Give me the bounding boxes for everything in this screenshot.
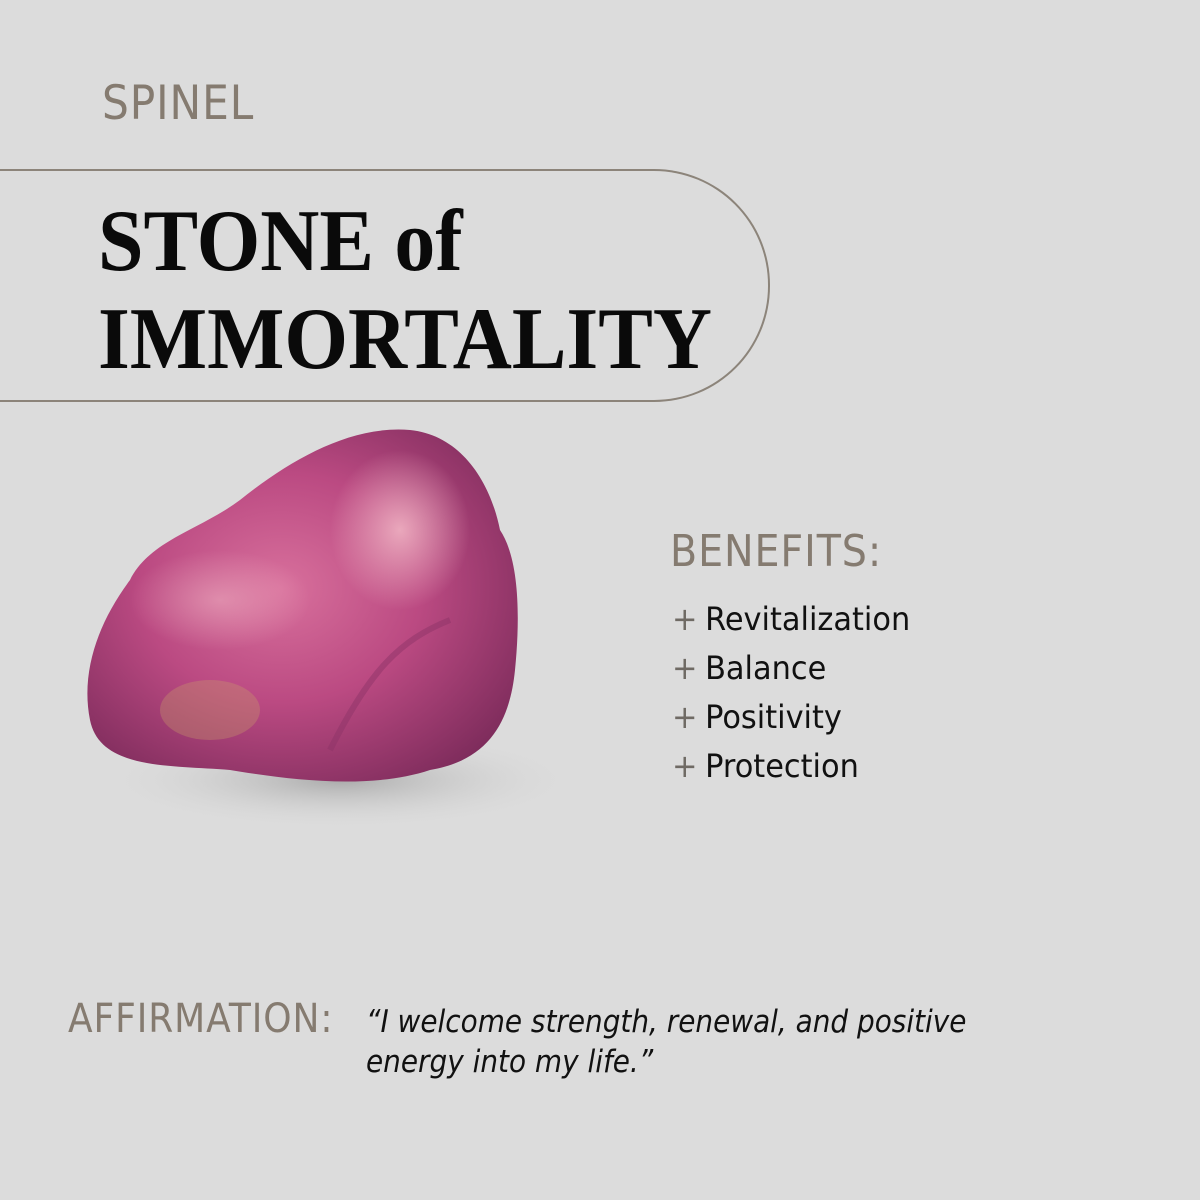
benefit-item: + Positivity xyxy=(672,696,910,745)
plus-icon: + xyxy=(672,747,698,785)
spinel-stone-image xyxy=(87,429,580,830)
stone-name-kicker: SPINEL xyxy=(102,76,255,131)
benefit-label: Balance xyxy=(705,649,827,687)
plus-icon: + xyxy=(672,600,698,638)
plus-icon: + xyxy=(672,698,698,736)
title-pill-outline xyxy=(0,169,770,402)
affirmation-label: AFFIRMATION: xyxy=(68,996,334,1042)
benefits-list: + Revitalization + Balance + Positivity + Pr… xyxy=(672,598,923,794)
title-line-2: IMMORTALITY xyxy=(98,291,712,388)
affirmation-line-1: “I welcome strength, renewal, and positi… xyxy=(366,1004,967,1040)
affirmation-quote: “I welcome strength, renewal, and positi… xyxy=(366,1002,1050,1082)
benefit-label: Protection xyxy=(705,747,859,785)
benefit-label: Revitalization xyxy=(705,600,911,638)
title-line-1: STONE of xyxy=(98,193,463,290)
benefits-heading: BENEFITS: xyxy=(670,526,883,577)
benefit-item: + Revitalization xyxy=(672,598,910,647)
benefit-label: Positivity xyxy=(705,698,842,736)
affirmation-line-2: energy into my life.” xyxy=(366,1044,654,1080)
benefit-item: + Balance xyxy=(672,647,910,696)
benefit-item: + Protection xyxy=(672,745,910,794)
plus-icon: + xyxy=(672,649,698,687)
